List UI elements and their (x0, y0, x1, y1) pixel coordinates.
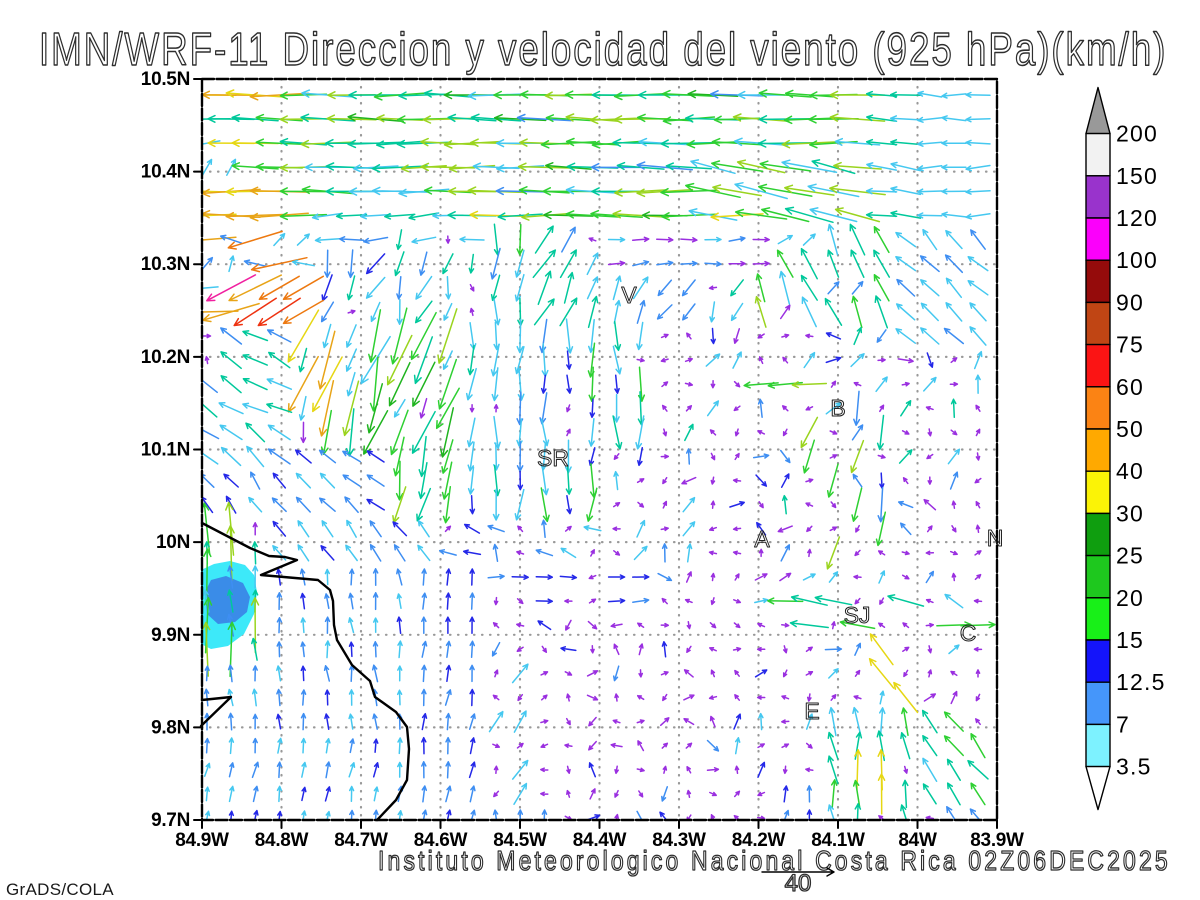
svg-text:N: N (987, 525, 1004, 551)
svg-text:7: 7 (1116, 711, 1130, 737)
svg-text:10.4N: 10.4N (141, 162, 190, 183)
svg-text:20: 20 (1116, 585, 1144, 611)
svg-text:84W: 84W (898, 830, 937, 851)
svg-text:150: 150 (1116, 163, 1158, 189)
svg-text:84.6W: 84.6W (414, 830, 468, 851)
svg-text:GrADS/COLA: GrADS/COLA (6, 880, 114, 899)
svg-text:84.1W: 84.1W (811, 830, 865, 851)
svg-text:10.2N: 10.2N (141, 347, 190, 368)
svg-text:E: E (804, 698, 819, 724)
svg-text:3.5: 3.5 (1116, 754, 1152, 780)
svg-text:30: 30 (1116, 500, 1144, 526)
svg-text:SR: SR (537, 445, 569, 471)
svg-text:84.9W: 84.9W (175, 830, 229, 851)
svg-text:75: 75 (1116, 332, 1144, 358)
svg-text:A: A (754, 526, 770, 552)
svg-text:B: B (830, 395, 845, 421)
svg-text:200: 200 (1116, 121, 1158, 147)
svg-text:90: 90 (1116, 289, 1144, 315)
svg-text:25: 25 (1116, 543, 1144, 569)
svg-text:10.3N: 10.3N (141, 254, 190, 275)
svg-text:84.2W: 84.2W (732, 830, 786, 851)
svg-text:84.8W: 84.8W (255, 830, 309, 851)
svg-text:84.4W: 84.4W (573, 830, 627, 851)
svg-text:V: V (621, 282, 637, 308)
svg-text:9.9N: 9.9N (151, 625, 190, 646)
svg-text:15: 15 (1116, 627, 1144, 653)
svg-text:10N: 10N (156, 532, 190, 553)
svg-text:100: 100 (1116, 247, 1158, 273)
svg-text:C: C (960, 620, 977, 646)
svg-text:120: 120 (1116, 205, 1158, 231)
svg-text:83.9W: 83.9W (970, 830, 1024, 851)
svg-text:84.3W: 84.3W (652, 830, 706, 851)
svg-text:50: 50 (1116, 416, 1144, 442)
svg-text:9.7N: 9.7N (151, 810, 190, 831)
svg-text:10.1N: 10.1N (141, 440, 190, 461)
svg-text:60: 60 (1116, 374, 1144, 400)
svg-text:SJ: SJ (844, 602, 871, 628)
svg-text:84.5W: 84.5W (493, 830, 547, 851)
svg-text:9.8N: 9.8N (151, 717, 190, 738)
svg-text:12.5: 12.5 (1116, 669, 1166, 695)
svg-text:84.7W: 84.7W (334, 830, 388, 851)
svg-text:40: 40 (785, 870, 812, 897)
svg-text:40: 40 (1116, 458, 1144, 484)
svg-text:10.5N: 10.5N (141, 69, 190, 90)
